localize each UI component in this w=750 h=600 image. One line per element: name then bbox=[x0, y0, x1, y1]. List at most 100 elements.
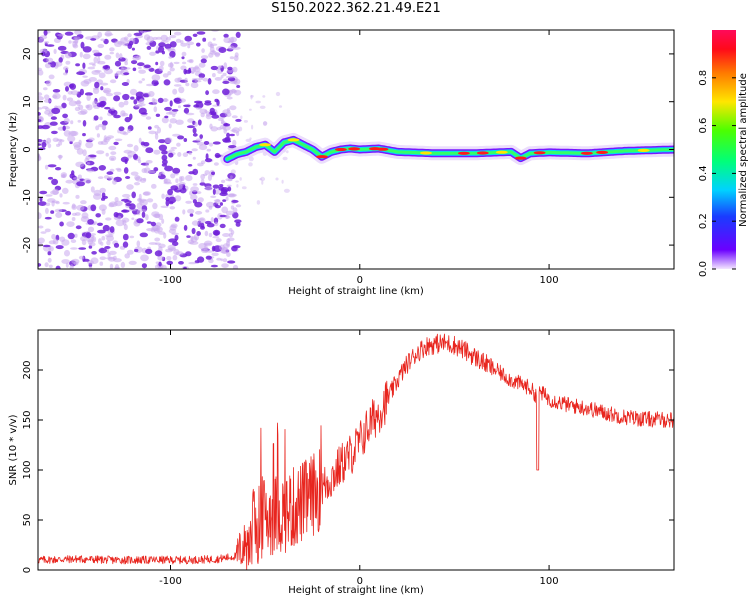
noise-blob bbox=[126, 128, 131, 133]
noise-blob bbox=[228, 193, 237, 198]
x-tick-label: -100 bbox=[159, 275, 182, 286]
noise-blob bbox=[51, 178, 59, 186]
noise-blob bbox=[74, 106, 81, 112]
noise-blob bbox=[234, 219, 242, 223]
noise-blob bbox=[43, 87, 48, 91]
noise-blob bbox=[88, 266, 93, 269]
noise-blob bbox=[184, 77, 188, 83]
noise-blob bbox=[126, 143, 134, 148]
noise-blob bbox=[111, 107, 115, 111]
noise-blob bbox=[218, 184, 224, 187]
noise-blob bbox=[66, 97, 74, 102]
noise-blob bbox=[209, 123, 213, 130]
noise-blob bbox=[212, 188, 216, 195]
noise-blob bbox=[129, 235, 135, 239]
noise-blob bbox=[121, 198, 129, 202]
noise-blob bbox=[222, 72, 227, 77]
noise-blob bbox=[110, 109, 118, 116]
noise-blob bbox=[120, 261, 126, 268]
noise-blob bbox=[204, 220, 212, 225]
noise-blob bbox=[176, 142, 181, 147]
noise-blob bbox=[113, 95, 121, 102]
noise-blob bbox=[217, 65, 223, 69]
noise-blob bbox=[228, 145, 237, 149]
noise-blob bbox=[50, 116, 58, 120]
noise-blob bbox=[46, 44, 55, 47]
noise-blob bbox=[155, 36, 162, 40]
noise-blob bbox=[65, 86, 69, 92]
noise-blob bbox=[108, 250, 117, 255]
noise-blob bbox=[231, 199, 239, 203]
noise-blob bbox=[43, 99, 52, 103]
noise-blob bbox=[131, 217, 135, 220]
noise-blob bbox=[112, 179, 117, 185]
noise-blob bbox=[121, 112, 129, 117]
noise-blob bbox=[138, 69, 147, 74]
noise-blob bbox=[122, 209, 128, 213]
noise-blob bbox=[82, 62, 86, 69]
noise-blob bbox=[192, 183, 198, 186]
noise-blob bbox=[38, 37, 44, 43]
noise-blob bbox=[51, 130, 58, 135]
noise-blob bbox=[50, 210, 55, 214]
noise-blob bbox=[192, 133, 198, 137]
noise-blob bbox=[61, 102, 67, 109]
noise-blob bbox=[82, 149, 87, 157]
noise-blob bbox=[143, 64, 151, 69]
noise-blob bbox=[52, 95, 58, 99]
noise-blob bbox=[59, 236, 66, 242]
noise-blob bbox=[147, 126, 152, 130]
noise-blob bbox=[192, 156, 196, 160]
noise-blob bbox=[38, 154, 41, 161]
noise-blob bbox=[182, 61, 187, 65]
noise-blob bbox=[194, 122, 198, 127]
noise-blob bbox=[64, 52, 72, 59]
ridge-hotspot bbox=[533, 151, 546, 155]
noise-blob bbox=[51, 107, 61, 115]
noise-blob bbox=[206, 201, 215, 208]
noise-blob bbox=[210, 217, 214, 223]
noise-blob bbox=[222, 140, 232, 143]
noise-blob bbox=[101, 197, 106, 201]
noise-blob bbox=[169, 34, 177, 39]
noise-blob bbox=[216, 257, 222, 261]
noise-blob bbox=[129, 113, 133, 120]
noise-blob bbox=[73, 141, 82, 148]
noise-blob bbox=[113, 242, 120, 248]
noise-blob bbox=[71, 170, 75, 176]
noise-blob bbox=[65, 210, 72, 216]
noise-blob bbox=[180, 42, 188, 47]
noise-blob bbox=[75, 194, 80, 199]
noise-blob bbox=[93, 221, 98, 225]
noise-blob bbox=[93, 189, 102, 197]
noise-blob bbox=[64, 31, 74, 36]
noise-blob bbox=[177, 152, 182, 157]
noise-blob bbox=[102, 120, 108, 126]
noise-blob bbox=[141, 78, 145, 81]
noise-blob bbox=[200, 173, 206, 180]
noise-blob bbox=[183, 138, 188, 142]
noise-blob bbox=[202, 77, 209, 82]
noise-blob bbox=[231, 115, 238, 119]
noise-blob bbox=[188, 59, 194, 64]
noise-blob bbox=[109, 226, 115, 233]
noise-blob bbox=[186, 112, 195, 116]
noise-blob bbox=[161, 150, 168, 155]
noise-blob bbox=[41, 141, 47, 148]
noise-blob bbox=[219, 223, 226, 229]
noise-blob bbox=[191, 78, 200, 81]
noise-blob bbox=[214, 98, 219, 103]
noise-blob bbox=[70, 239, 77, 244]
noise-blob bbox=[49, 61, 57, 68]
noise-blob bbox=[173, 61, 180, 65]
noise-blob bbox=[52, 89, 61, 93]
noise-blob bbox=[74, 30, 82, 35]
noise-blob bbox=[67, 232, 75, 240]
noise-blob bbox=[85, 155, 91, 160]
y-tick-label: 20 bbox=[22, 48, 33, 61]
noise-blob bbox=[249, 137, 252, 140]
noise-blob bbox=[52, 238, 59, 245]
y-tick-label: 100 bbox=[22, 460, 33, 479]
ridge-hotspot bbox=[495, 150, 508, 154]
x-tick-label: 100 bbox=[540, 576, 559, 587]
